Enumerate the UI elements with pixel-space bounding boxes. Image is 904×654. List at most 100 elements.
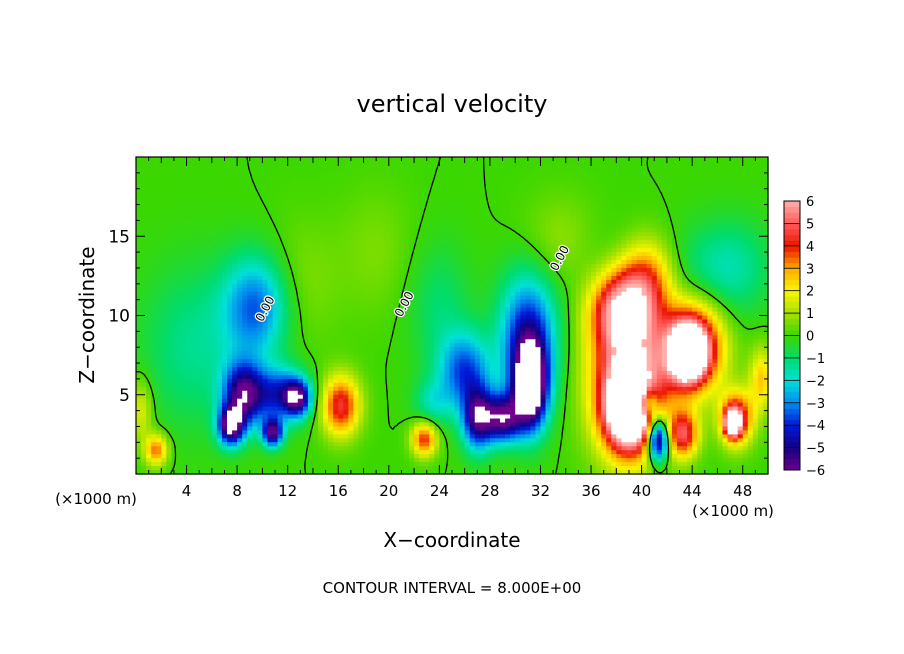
field-cell: [505, 212, 511, 218]
field-cell: [555, 212, 562, 218]
field-cell: [762, 307, 769, 313]
field-cell: [434, 271, 440, 277]
field-cell: [393, 172, 400, 178]
field-cell: [424, 295, 430, 301]
field-cell: [206, 263, 213, 269]
field-cell: [141, 260, 147, 265]
field-cell: [510, 283, 516, 289]
field-cell: [656, 232, 663, 237]
field-cell: [737, 279, 744, 285]
field-cell: [727, 220, 734, 225]
field-cell: [484, 287, 491, 293]
field-cell: [297, 212, 304, 218]
field-cell: [484, 204, 491, 210]
field-cell: [237, 220, 243, 225]
field-cell: [596, 248, 602, 253]
field-cell: [206, 164, 213, 170]
field-cell: [363, 271, 370, 277]
field-cell: [717, 220, 724, 225]
field-cell: [242, 157, 248, 162]
field-cell: [661, 196, 668, 202]
field-cell: [494, 200, 501, 206]
field-cell: [747, 216, 754, 221]
field-cell: [176, 232, 183, 237]
field-cell: [206, 311, 213, 317]
field-cell: [287, 232, 294, 237]
field-cell: [307, 220, 314, 225]
field-cell: [752, 299, 759, 305]
field-cell: [378, 244, 385, 249]
field-cell: [292, 263, 299, 269]
field-cell: [722, 208, 729, 214]
field-cell: [247, 260, 253, 265]
field-cell: [666, 184, 673, 190]
field-cell: [186, 295, 193, 301]
field-cell: [641, 236, 648, 241]
field-cell: [434, 212, 440, 218]
field-cell: [328, 204, 334, 210]
field-cell: [661, 263, 668, 269]
field-cell: [621, 172, 628, 178]
field-cell: [181, 160, 188, 166]
field-cell: [257, 168, 263, 174]
field-cell: [469, 236, 476, 241]
field-cell: [469, 216, 476, 221]
field-cell: [717, 212, 724, 218]
field-cell: [459, 157, 466, 162]
field-cell: [141, 184, 147, 190]
field-cell: [626, 311, 633, 317]
field-cell: [631, 263, 638, 269]
field-cell: [682, 263, 688, 269]
field-cell: [328, 224, 334, 229]
field-cell: [585, 208, 592, 214]
field-cell: [454, 248, 461, 253]
field-cell: [403, 299, 410, 305]
field-cell: [697, 271, 703, 277]
field-cell: [616, 180, 622, 186]
field-cell: [227, 192, 233, 198]
field-cell: [171, 267, 178, 273]
field-cell: [227, 204, 233, 210]
field-cell: [176, 252, 183, 257]
field-cell: [323, 212, 329, 218]
field-cell: [338, 291, 344, 297]
field-cell: [434, 220, 440, 225]
field-cell: [237, 267, 243, 273]
field-cell: [515, 157, 521, 162]
field-cell: [697, 212, 703, 218]
field-cell: [510, 299, 516, 305]
field-cell: [232, 164, 238, 170]
field-cell: [585, 196, 592, 202]
field-cell: [196, 283, 203, 289]
field-cell: [712, 196, 719, 202]
field-cell: [328, 256, 334, 261]
field-cell: [257, 252, 263, 257]
field-cell: [429, 287, 435, 293]
field-cell: [454, 271, 461, 277]
field-cell: [368, 299, 375, 305]
field-cell: [727, 263, 734, 269]
field-cell: [434, 228, 440, 233]
field-cell: [449, 208, 456, 214]
field-cell: [424, 244, 430, 249]
field-cell: [585, 236, 592, 241]
field-cell: [166, 157, 172, 162]
field-cell: [626, 291, 633, 297]
field-cell: [368, 271, 375, 277]
field-cell: [697, 184, 703, 190]
field-cell: [409, 220, 415, 225]
field-cell: [646, 283, 653, 289]
field-cell: [762, 275, 769, 281]
field-cell: [626, 260, 633, 265]
field-cell: [277, 275, 284, 281]
field-cell: [272, 283, 279, 289]
field-cell: [201, 172, 208, 178]
field-cell: [712, 220, 719, 225]
field-cell: [348, 279, 355, 285]
field-cell: [646, 267, 653, 273]
field-cell: [216, 291, 223, 297]
field-cell: [323, 216, 329, 221]
field-cell: [242, 228, 248, 233]
field-cell: [762, 184, 769, 190]
field-cell: [312, 228, 319, 233]
